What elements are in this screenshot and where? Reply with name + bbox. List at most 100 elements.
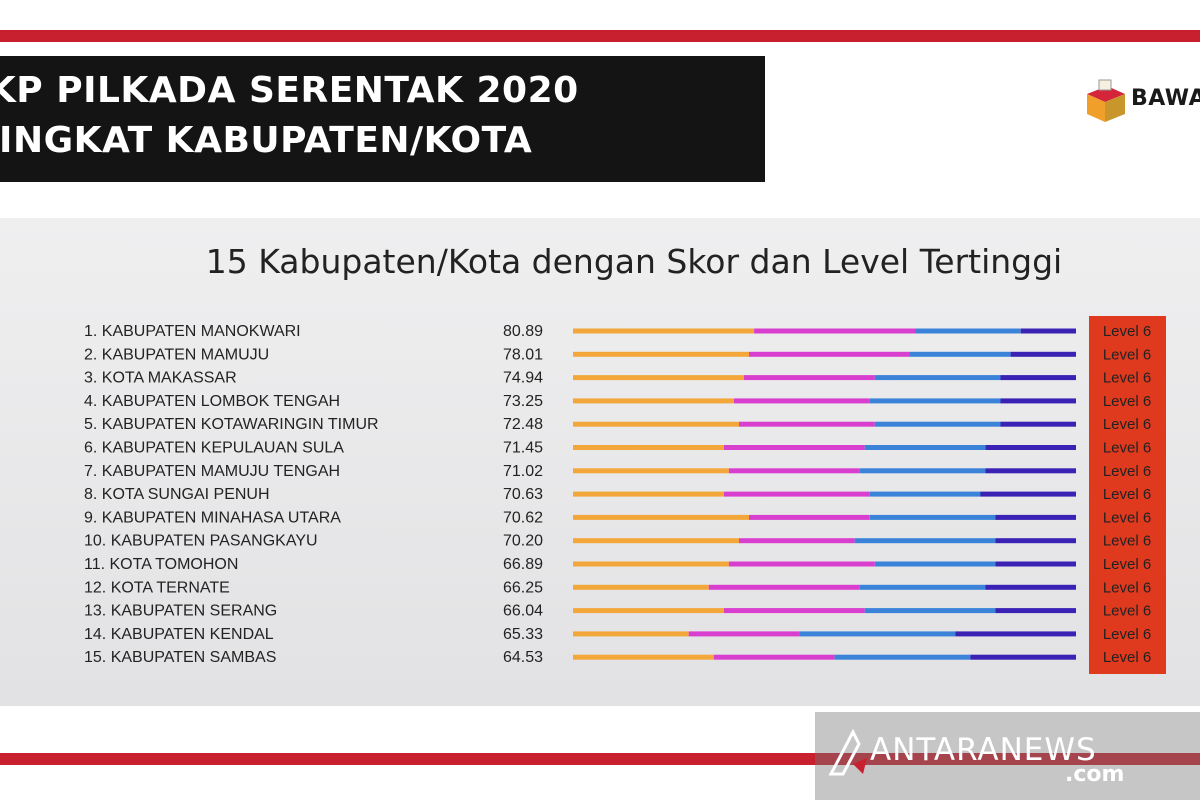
watermark-text: ANTARANEWS <box>870 732 1097 768</box>
bottom-stripe <box>0 753 1200 765</box>
row-score: 74.94 <box>503 370 543 387</box>
bar-segment <box>1020 328 1076 334</box>
row-score: 64.53 <box>503 649 543 666</box>
bar-segment <box>573 445 724 450</box>
bar-segment <box>1000 398 1076 404</box>
level-label: Level 6 <box>1103 416 1151 433</box>
bar-segment <box>744 375 875 381</box>
bar-segment <box>723 608 865 614</box>
header-title-box: IKP PILKADA SERENTAK 2020 TINGKAT KABUPA… <box>0 56 765 182</box>
bar-segment <box>573 491 724 497</box>
bar-segment <box>573 654 714 660</box>
bar-segment <box>985 468 1076 474</box>
row-label: 7. KABUPATEN MAMUJU TENGAH <box>84 463 340 480</box>
level-label: Level 6 <box>1103 579 1151 596</box>
row-score: 66.89 <box>503 556 543 573</box>
bar-segment <box>723 445 865 450</box>
row-score: 70.63 <box>503 486 543 503</box>
bar-segment <box>910 351 1011 357</box>
row-label: 4. KABUPATEN LOMBOK TENGAH <box>84 393 340 410</box>
bar-segment <box>995 514 1076 520</box>
level-label: Level 6 <box>1103 486 1151 503</box>
level-label: Level 6 <box>1103 393 1151 410</box>
row-label: 14. KABUPATEN KENDAL <box>84 626 274 643</box>
row-score: 80.89 <box>503 323 543 340</box>
bar-segment <box>723 491 870 497</box>
bar-segment <box>915 328 1021 334</box>
level-label: Level 6 <box>1103 626 1151 643</box>
bar-segment <box>573 608 724 614</box>
row-label: 5. KABUPATEN KOTAWARINGIN TIMUR <box>84 416 379 433</box>
antaranews-watermark: ANTARANEWS .com <box>815 712 1200 800</box>
bar-segment <box>713 654 835 660</box>
row-score: 66.04 <box>503 603 543 620</box>
bar-segment <box>754 328 916 334</box>
row-label: 6. KABUPATEN KEPULAUAN SULA <box>84 440 344 457</box>
row-label: 8. KOTA SUNGAI PENUH <box>84 486 270 503</box>
chart-row: 10. KABUPATEN PASANGKAYU 70.20 Level 6 <box>84 533 1151 550</box>
watermark-sub: .com <box>1065 762 1125 787</box>
bar-segment <box>573 351 749 357</box>
bar-segment <box>995 608 1076 614</box>
chart-row: 6. KABUPATEN KEPULAUAN SULA 71.45 Level 6 <box>84 440 1151 457</box>
top-stripe <box>0 30 1200 42</box>
bar-segment <box>864 608 996 614</box>
chart-title: 15 Kabupaten/Kota dengan Skor dan Level … <box>205 242 1063 281</box>
bar-segment <box>995 561 1076 567</box>
level-column <box>1089 316 1166 674</box>
bar-segment <box>734 398 870 404</box>
bar-segment <box>573 584 709 590</box>
bar-segment <box>874 561 996 567</box>
bar-segment <box>573 398 734 404</box>
chart-panel <box>0 218 1200 706</box>
level-label: Level 6 <box>1103 440 1151 457</box>
chart-row: 7. KABUPATEN MAMUJU TENGAH 71.02 Level 6 <box>84 463 1151 480</box>
level-label: Level 6 <box>1103 603 1151 620</box>
chart-row: 14. KABUPATEN KENDAL 65.33 Level 6 <box>84 626 1151 643</box>
row-score: 71.45 <box>503 440 543 457</box>
bar-segment <box>970 654 1076 660</box>
level-label: Level 6 <box>1103 370 1151 387</box>
chart-row: 5. KABUPATEN KOTAWARINGIN TIMUR 72.48 Leve… <box>84 416 1151 433</box>
header-title-line-1: IKP PILKADA SERENTAK 2020 <box>0 70 579 111</box>
bar-segment <box>749 514 870 520</box>
row-label: 2. KABUPATEN MAMUJU <box>84 346 269 363</box>
bar-segment <box>859 584 986 590</box>
bar-segment <box>869 491 981 497</box>
chart-row: 9. KABUPATEN MINAHASA UTARA 70.62 Level 6 <box>84 509 1151 526</box>
level-label: Level 6 <box>1103 556 1151 573</box>
bar-segment <box>799 631 956 637</box>
bar-segment <box>573 631 689 637</box>
bar-segment <box>573 375 744 381</box>
bar-segment <box>1000 421 1076 427</box>
row-score: 70.62 <box>503 509 543 526</box>
bar-segment <box>874 421 1001 427</box>
bar-segment <box>985 584 1076 590</box>
level-label: Level 6 <box>1103 463 1151 480</box>
bar-segment <box>728 561 875 567</box>
chart-row: 15. KABUPATEN SAMBAS 64.53 Level 6 <box>84 649 1151 666</box>
chart-row: 2. KABUPATEN MAMUJU 78.01 Level 6 <box>84 346 1151 363</box>
bar-segment <box>834 654 971 660</box>
bar-segment <box>854 538 996 544</box>
row-label: 3. KOTA MAKASSAR <box>84 370 237 387</box>
bar-segment <box>573 468 729 474</box>
chart-row: 1. KABUPATEN MANOKWARI 80.89 Level 6 <box>84 323 1151 340</box>
chart-row: 8. KOTA SUNGAI PENUH 70.63 Level 6 <box>84 486 1151 503</box>
row-score: 72.48 <box>503 416 543 433</box>
bar-segment <box>869 398 1001 404</box>
level-label: Level 6 <box>1103 323 1151 340</box>
row-label: 11. KOTA TOMOHON <box>84 556 238 573</box>
bar-segment <box>1010 351 1076 357</box>
bar-segment <box>573 328 755 334</box>
chart-row: 12. KOTA TERNATE 66.25 Level 6 <box>84 579 1151 596</box>
bawaslu-logo: BAWA <box>1083 78 1200 124</box>
bar-segment <box>573 538 739 544</box>
row-label: 15. KABUPATEN SAMBAS <box>84 649 276 666</box>
row-score: 66.25 <box>503 579 543 596</box>
bar-segment <box>980 491 1076 497</box>
logo-text: BAWA <box>1131 86 1200 111</box>
bar-segment <box>869 514 996 520</box>
row-label: 12. KOTA TERNATE <box>84 579 230 596</box>
